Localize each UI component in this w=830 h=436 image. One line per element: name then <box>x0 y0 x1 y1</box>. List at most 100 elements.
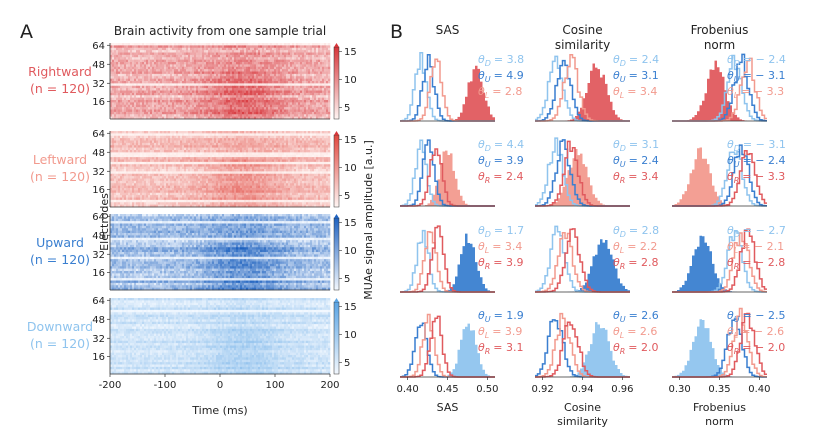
histogram-filled-R <box>672 60 767 121</box>
theta-label: θL = 3.4 <box>478 240 522 255</box>
row-label: Downward <box>27 319 93 334</box>
theta-value: = 2.6 <box>629 309 659 322</box>
theta-subscript: U <box>620 315 626 324</box>
theta-subscript: L <box>734 246 738 255</box>
theta-value: = 3.8 <box>494 53 524 66</box>
theta-label: θU = 3.1 <box>613 69 659 84</box>
b-x-tick-label: 0.94 <box>571 384 593 395</box>
x-tick-label: 100 <box>265 380 284 391</box>
colorbar-tick-label: 5 <box>344 191 350 202</box>
theta-subscript: R <box>620 262 626 271</box>
theta-label: θU = − 2.5 <box>727 309 786 324</box>
theta-subscript: D <box>485 230 491 239</box>
histogram-filled-D <box>672 319 767 377</box>
theta-subscript: R <box>734 262 740 271</box>
histogram-filled-R <box>400 65 495 121</box>
colorbar-tick-label: 10 <box>344 75 357 86</box>
y-tick-label: 32 <box>92 334 105 345</box>
histogram-0-1: θD = 4.4θU = 3.9θR = 2.4 <box>400 138 524 207</box>
theta-label: θD = − 2.4 <box>727 53 786 68</box>
theta-subscript: R <box>734 176 740 185</box>
theta-label: θR = 3.1 <box>478 341 524 356</box>
theta-subscript: R <box>485 347 491 356</box>
theta-subscript: L <box>485 91 489 100</box>
y-tick-label: 64 <box>92 129 105 140</box>
colorbar-tick-label: 5 <box>344 103 350 114</box>
theta-value: = − 2.0 <box>742 341 785 354</box>
theta-label: θD = 2.4 <box>613 53 659 68</box>
b-x-axis-label-line2: similarity <box>557 415 608 428</box>
theta-value: = − 2.1 <box>741 240 784 253</box>
theta-subscript: R <box>485 262 491 271</box>
column-title: Frobenius <box>691 23 749 37</box>
theta-symbol: θ <box>613 154 620 167</box>
theta-value: = 3.1 <box>629 138 659 151</box>
theta-symbol: θ <box>478 325 485 338</box>
theta-symbol: θ <box>478 170 485 183</box>
colorbar-tick-label: 15 <box>344 302 357 313</box>
theta-label: θL = − 2.1 <box>727 240 784 255</box>
x-tick-label: -100 <box>154 380 177 391</box>
theta-label: θL = 2.6 <box>613 325 657 340</box>
theta-subscript: L <box>620 331 624 340</box>
histogram-filled-U <box>672 235 767 292</box>
theta-subscript: U <box>734 315 740 324</box>
theta-label: θL = − 3.3 <box>727 85 784 100</box>
theta-subscript: D <box>485 59 491 68</box>
theta-symbol: θ <box>727 240 734 253</box>
theta-symbol: θ <box>727 69 734 82</box>
theta-subscript: L <box>485 246 489 255</box>
colorbar <box>333 217 340 291</box>
theta-label: θD = 4.4 <box>478 138 524 153</box>
theta-label: θD = 3.1 <box>613 138 659 153</box>
theta-symbol: θ <box>478 224 485 237</box>
theta-label: θU = 2.6 <box>613 309 659 324</box>
theta-value: = − 2.4 <box>743 53 786 66</box>
histogram-filled-D <box>400 323 495 377</box>
b-x-axis-label: Frobenius <box>693 401 746 414</box>
heatmap-cells <box>110 298 331 375</box>
theta-subscript: D <box>734 230 740 239</box>
theta-value: = 2.6 <box>627 325 657 338</box>
theta-symbol: θ <box>478 53 485 66</box>
theta-symbol: θ <box>727 85 734 98</box>
theta-subscript: U <box>485 160 491 169</box>
theta-value: = 3.1 <box>493 341 523 354</box>
theta-subscript: D <box>734 59 740 68</box>
histogram-1-2: θD = 2.8θL = 2.2θR = 2.8 <box>535 224 659 293</box>
row-label: Upward <box>36 235 84 250</box>
y-tick-label: 32 <box>92 250 105 261</box>
theta-label: θD = 3.8 <box>478 53 524 68</box>
theta-label: θL = 3.9 <box>478 325 522 340</box>
histogram-2-0: θD = − 2.4θU = − 3.1θL = − 3.3 <box>672 53 786 122</box>
heatmap-cells <box>110 214 331 291</box>
theta-symbol: θ <box>613 69 620 82</box>
theta-value: = 2.4 <box>629 154 659 167</box>
theta-label: θD = 1.7 <box>478 224 524 239</box>
theta-value: = 3.9 <box>493 256 523 269</box>
histogram-2-3: θU = − 2.5θL = − 2.6θR = − 2.0 <box>672 307 786 378</box>
y-tick-label: 48 <box>92 315 105 326</box>
theta-value: = 2.0 <box>628 341 658 354</box>
theta-value: = 3.4 <box>492 240 522 253</box>
b-x-axis-label-line2: norm <box>705 415 734 428</box>
theta-label: θR = 2.8 <box>613 256 659 271</box>
theta-symbol: θ <box>478 154 485 167</box>
heatmap-rightward: Rightward (n = 120) 64 48 32 16 15 10 5 <box>28 41 357 120</box>
theta-label: θR = 3.9 <box>478 256 524 271</box>
y-tick-label: 48 <box>92 231 105 242</box>
theta-label: θR = 2.0 <box>613 341 659 356</box>
theta-label: θL = 3.4 <box>613 85 657 100</box>
histogram-filled-L <box>400 150 495 206</box>
row-count: (n = 120) <box>30 252 90 267</box>
theta-symbol: θ <box>727 53 734 66</box>
theta-label: θU = 4.9 <box>478 69 524 84</box>
theta-value: = 2.2 <box>627 240 657 253</box>
b-x-tick-label: 0.92 <box>531 384 553 395</box>
theta-label: θU = − 2.4 <box>727 154 786 169</box>
theta-symbol: θ <box>478 309 485 322</box>
heatmap-cells <box>110 131 331 208</box>
heatmap-cells <box>110 43 331 120</box>
theta-value: = − 2.6 <box>741 325 784 338</box>
